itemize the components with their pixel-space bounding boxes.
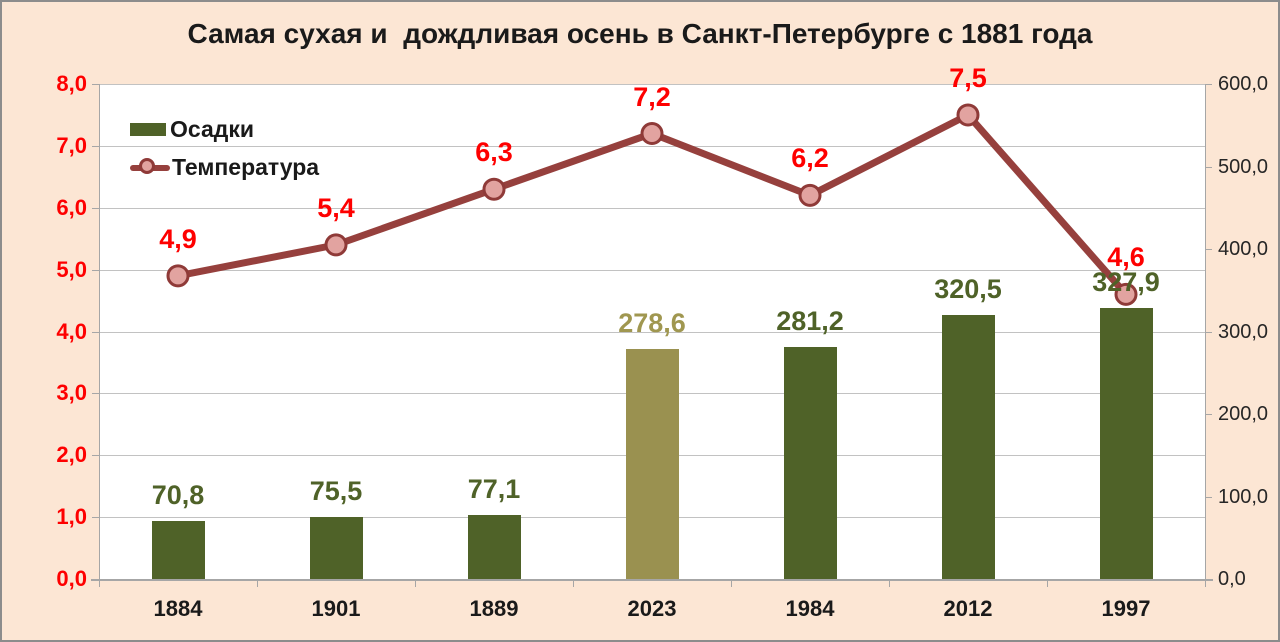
bar-swatch-icon (130, 122, 166, 136)
right-axis-line (1205, 84, 1206, 579)
x-axis-tick (731, 579, 732, 587)
bar-value-label: 281,2 (776, 306, 844, 336)
x-axis-label: 1889 (469, 596, 519, 621)
bar-value-label: 327,9 (1092, 267, 1160, 297)
right-axis-tick-label: 200,0 (1218, 403, 1269, 425)
x-axis-label: 1884 (153, 596, 203, 621)
temperature-value-label: 5,4 (317, 193, 355, 223)
left-axis-tick-label: 5,0 (56, 257, 87, 282)
temperature-marker (482, 177, 506, 201)
temperature-marker (798, 183, 822, 207)
x-axis-label: 2012 (943, 596, 993, 621)
right-axis-tick (1205, 414, 1212, 415)
left-axis-tick (92, 393, 99, 394)
right-axis-tick-label: 600,0 (1218, 73, 1269, 95)
right-axis-tick (1205, 167, 1212, 168)
gridline (99, 146, 1205, 147)
temperature-marker (640, 122, 664, 145)
temperature-value-label: 6,2 (791, 143, 829, 173)
left-axis-tick-label: 4,0 (56, 319, 87, 344)
left-axis-tick (92, 517, 99, 518)
bar (468, 515, 521, 579)
temperature-value-label: 7,5 (949, 63, 987, 93)
right-axis-tick-label: 400,0 (1218, 238, 1269, 260)
right-axis-tick-label: 100,0 (1218, 486, 1269, 508)
bar (942, 315, 995, 579)
right-axis-tick-label: 300,0 (1218, 321, 1269, 343)
legend-label-temperature: Температура (172, 153, 320, 180)
temperature-value-label: 7,2 (633, 82, 671, 112)
left-axis-tick-label: 3,0 (56, 380, 87, 405)
temperature-value-label: 6,3 (475, 137, 513, 167)
right-axis-tick-label: 500,0 (1218, 156, 1269, 178)
x-axis-tick (889, 579, 890, 587)
right-axis-tick (1205, 332, 1212, 333)
left-axis-tick (92, 455, 99, 456)
right-axis-tick-label: 0,0 (1218, 568, 1246, 590)
left-axis-tick (92, 146, 99, 147)
bar-value-label: 320,5 (934, 274, 1002, 304)
gridline (99, 270, 1205, 271)
temperature-marker (166, 264, 190, 288)
bar (1100, 308, 1153, 579)
x-axis-label: 1997 (1101, 596, 1151, 621)
left-axis-tick-label: 7,0 (56, 133, 87, 158)
gridline (99, 84, 1205, 85)
legend: Осадки Температура (130, 110, 319, 186)
x-axis-line (91, 579, 1213, 581)
left-axis-tick-label: 2,0 (56, 442, 87, 467)
legend-item-temperature: Температура (130, 148, 319, 186)
x-axis-label: 1984 (785, 596, 835, 621)
left-axis-line (99, 84, 100, 579)
legend-label-precipitation: Осадки (170, 115, 255, 142)
right-axis-tick (1205, 84, 1212, 85)
temperature-marker (324, 233, 348, 257)
line-marker-icon (130, 157, 170, 174)
left-axis-tick (92, 270, 99, 271)
bar-value-label: 75,5 (309, 476, 363, 506)
bar (152, 521, 205, 579)
x-axis-tick (99, 579, 100, 587)
left-axis-tick (92, 332, 99, 333)
left-axis-tick (92, 208, 99, 209)
right-axis-tick (1205, 579, 1212, 580)
left-axis-tick (92, 84, 99, 85)
temperature-marker (956, 103, 980, 127)
bar (626, 349, 679, 579)
legend-item-precipitation: Осадки (130, 110, 319, 148)
left-axis-tick-label: 8,0 (56, 71, 87, 96)
x-axis-label: 1901 (311, 596, 361, 621)
left-axis-tick-label: 1,0 (56, 504, 87, 529)
temperature-marker (1114, 282, 1138, 306)
bar-value-label: 278,6 (618, 308, 686, 338)
left-axis-tick (92, 579, 99, 580)
x-axis-tick (573, 579, 574, 587)
bar (310, 517, 363, 579)
left-axis-tick-label: 0,0 (56, 566, 87, 591)
gridline (99, 208, 1205, 209)
temperature-value-label: 4,6 (1107, 242, 1145, 272)
x-axis-tick (257, 579, 258, 587)
bar-value-label: 77,1 (467, 474, 521, 504)
x-axis-tick (1047, 579, 1048, 587)
chart-title: Самая сухая и дождливая осень в Санкт-Пе… (187, 18, 1093, 49)
left-axis-tick-label: 6,0 (56, 195, 87, 220)
right-axis-tick (1205, 497, 1212, 498)
gridline (99, 332, 1205, 333)
right-axis-tick (1205, 249, 1212, 250)
bar (784, 347, 837, 579)
x-axis-tick (1205, 579, 1206, 587)
temperature-value-label: 4,9 (159, 224, 197, 254)
bar-value-label: 70,8 (151, 480, 205, 510)
x-axis-tick (415, 579, 416, 587)
x-axis-label: 2023 (627, 596, 677, 621)
